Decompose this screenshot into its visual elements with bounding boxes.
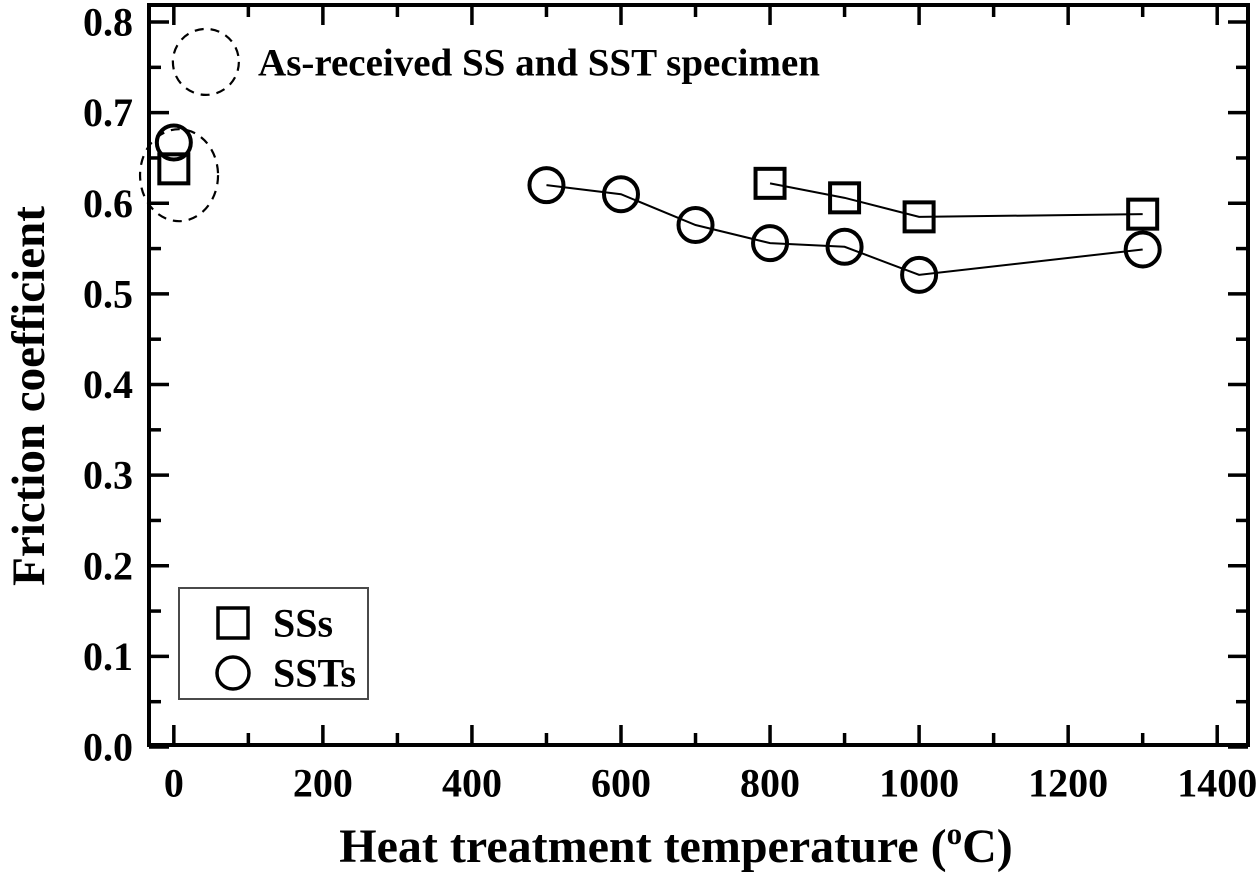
y-axis-title: Friction coefficient (3, 206, 55, 586)
y-axis-tick-label: 0.2 (83, 543, 133, 588)
x-axis-tick-label: 600 (591, 761, 651, 806)
series-line-ssts (546, 184, 1143, 276)
series-markers (154, 123, 1162, 294)
series-lines (546, 182, 1143, 276)
axis-ticks (149, 5, 1248, 749)
x-axis-tick-label: 0 (164, 761, 184, 806)
data-point-square-sss (753, 166, 787, 200)
annotations: As-received SS and SST specimen (138, 27, 820, 223)
data-point-circle-ssts (676, 206, 715, 245)
y-axis-tick-label: 0.5 (83, 271, 133, 316)
data-point-circle-ssts (900, 255, 939, 294)
x-axis-tick-label: 400 (442, 761, 502, 806)
legend-circle-marker (215, 655, 251, 691)
x-axis-tick-label: 800 (740, 761, 800, 806)
y-axis-tick-label: 0.8 (83, 0, 133, 45)
x-axis-tick-label: 1000 (879, 761, 959, 806)
x-axis-tick-label: 200 (293, 761, 353, 806)
x-axis-tick-label: 1200 (1028, 761, 1108, 806)
data-point-circle-ssts (751, 224, 790, 263)
plot-frame (147, 3, 1250, 747)
data-point-circle-ssts (601, 175, 640, 214)
legend-label-ssts: SSTs (273, 651, 356, 696)
x-axis-tick-labels: 0 200 400 600 800 1000 1200 1400 (164, 761, 1257, 806)
legend: SSs SSTs (178, 587, 369, 700)
y-axis-tick-label: 0.1 (83, 634, 133, 679)
data-point-square-sss (902, 200, 936, 234)
data-point-square-sss (828, 181, 862, 215)
y-axis-tick-label: 0.0 (83, 725, 133, 770)
x-axis-title: Heat treatment temperature (oC) (339, 816, 1012, 873)
data-point-circle-ssts (527, 166, 566, 205)
annotation-as-received-group-outline (138, 128, 220, 223)
data-point-circle-as-received-sst (154, 123, 193, 162)
y-axis-tick-label: 0.6 (83, 181, 133, 226)
y-axis-tick-label: 0.4 (83, 362, 133, 407)
data-point-square-sss (1126, 197, 1160, 231)
annotation-as-received-label: As-received SS and SST specimen (258, 41, 820, 84)
legend-box (178, 587, 369, 700)
legend-label-sss: SSs (273, 601, 333, 646)
series-line-sss (769, 182, 1143, 218)
legend-square-marker (216, 606, 250, 640)
x-axis-tick-label: 1400 (1177, 761, 1257, 806)
y-axis-tick-label: 0.3 (83, 453, 133, 498)
data-point-circle-ssts (825, 227, 864, 266)
y-axis-tick-label: 0.7 (83, 90, 133, 135)
data-point-circle-ssts (1123, 230, 1162, 269)
data-point-square-as-received-ss (157, 152, 191, 186)
annotation-as-received-key (171, 27, 240, 97)
y-axis-tick-labels: 0.0 0.1 0.2 0.3 0.4 0.5 0.6 0.7 0.8 (83, 0, 133, 770)
